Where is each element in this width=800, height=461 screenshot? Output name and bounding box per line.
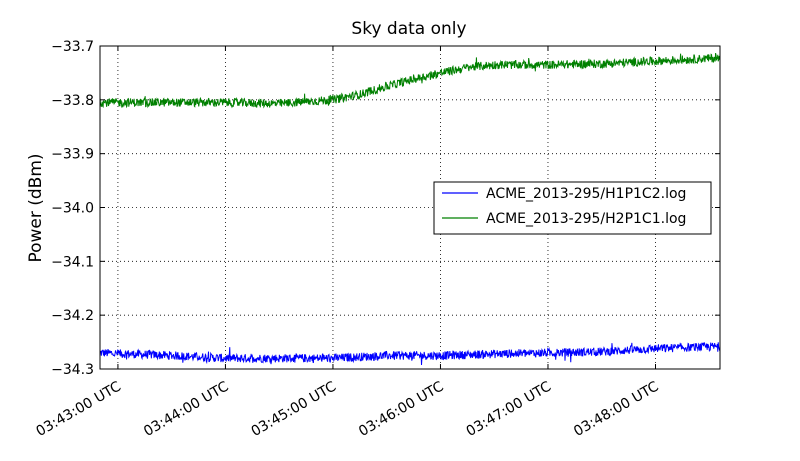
- y-tick-label: −33.8: [51, 93, 94, 109]
- series-line-h1p1c2: [99, 342, 721, 366]
- legend: ACME_2013-295/H1P1C2.log ACME_2013-295/H…: [433, 181, 712, 235]
- y-tick-label: −34.0: [51, 201, 94, 217]
- y-axis-label: Power (dBm): [26, 153, 46, 262]
- x-tick-label: 03:43:00 UTC: [34, 379, 125, 441]
- y-tick-label: −34.2: [51, 308, 94, 324]
- chart-title: Sky data only: [351, 19, 466, 39]
- x-tick-label: 03:48:00 UTC: [571, 379, 662, 441]
- legend-label-h1p1c2: ACME_2013-295/H1P1C2.log: [486, 186, 686, 202]
- y-tick-label: −33.9: [51, 147, 94, 163]
- series-line-h2p1c1: [99, 52, 721, 109]
- y-tick-label: −34.1: [51, 254, 94, 270]
- legend-label-h2p1c1: ACME_2013-295/H2P1C1.log: [486, 211, 686, 227]
- series-lines: [99, 52, 721, 366]
- legend-box: [433, 181, 712, 235]
- x-tick-label: 03:46:00 UTC: [356, 379, 447, 441]
- x-tick-label: 03:47:00 UTC: [464, 379, 555, 441]
- axis-ticks: −34.3 −34.2 −34.1 −34.0 −33.9 −33.8 −33.7 03:43…: [34, 39, 720, 440]
- x-tick-label: 03:44:00 UTC: [141, 379, 232, 441]
- y-tick-label: −34.3: [51, 362, 94, 378]
- x-tick-label: 03:45:00 UTC: [249, 379, 340, 441]
- y-tick-label: −33.7: [51, 39, 94, 55]
